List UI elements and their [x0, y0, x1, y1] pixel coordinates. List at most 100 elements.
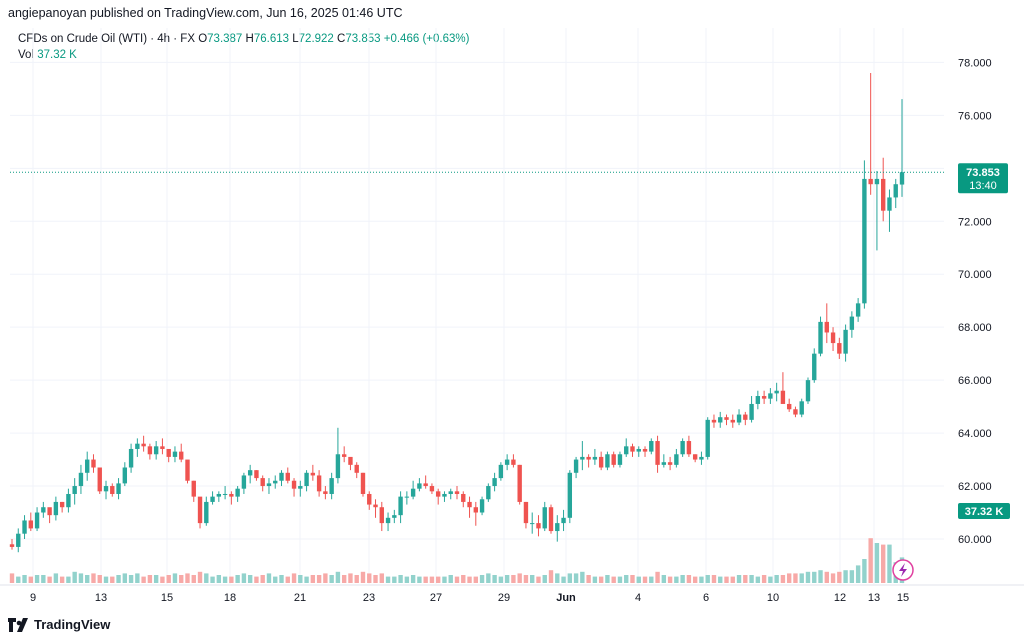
candle-body — [323, 491, 328, 494]
volume-bar — [567, 573, 573, 583]
volume-bar — [786, 573, 792, 583]
candle — [34, 507, 40, 532]
volume-bar — [730, 576, 735, 583]
candle — [592, 448, 598, 465]
candle — [774, 382, 779, 402]
candle — [692, 454, 698, 463]
candle — [72, 478, 77, 505]
symbol-name[interactable]: CFDs on Crude Oil (WTI) · 4h · FX — [18, 33, 195, 45]
candle — [636, 446, 641, 457]
volume-bar — [699, 576, 704, 583]
volume-bar — [642, 576, 648, 583]
volume-bar — [580, 571, 585, 583]
candle — [316, 470, 322, 497]
y-tick-label: 70.000 — [958, 269, 992, 281]
candle — [360, 472, 366, 497]
y-tick-label: 76.000 — [958, 110, 992, 122]
lightning-icon[interactable] — [892, 559, 914, 581]
candle — [479, 496, 485, 516]
candle — [881, 157, 886, 222]
candle-body — [511, 459, 516, 465]
y-tick-label: 68.000 — [958, 322, 992, 334]
candle-body — [398, 496, 403, 516]
candle — [467, 496, 472, 518]
volume-bar — [479, 575, 485, 583]
candle-body — [749, 403, 754, 420]
candle-body — [379, 507, 384, 524]
candle-body — [41, 507, 46, 513]
candle — [718, 411, 723, 428]
volume-bar — [548, 570, 554, 583]
volume-bar — [323, 573, 328, 583]
candle — [542, 501, 547, 532]
candle-body — [743, 414, 748, 420]
x-tick-label: 21 — [294, 592, 306, 604]
candle-body — [567, 472, 573, 518]
candle — [141, 435, 146, 452]
volume-bar — [881, 544, 886, 583]
volume-label[interactable]: Vol — [18, 49, 34, 61]
candle — [674, 448, 679, 468]
candle-body — [692, 454, 698, 460]
volume-bar — [279, 575, 284, 583]
candle — [298, 480, 303, 497]
open-label: O — [198, 33, 208, 45]
volume-bar — [404, 576, 410, 583]
candle-body — [316, 475, 322, 492]
candle — [837, 337, 842, 359]
y-tick-label: 64.000 — [958, 428, 992, 440]
candle-body — [849, 316, 855, 330]
candle-body — [266, 483, 272, 487]
candle — [103, 480, 109, 500]
volume-bar — [448, 575, 453, 583]
volume-bar — [210, 576, 215, 583]
volume-bar — [392, 576, 397, 583]
volume-bar — [47, 576, 52, 583]
candle — [611, 451, 616, 468]
volume-bar — [122, 573, 128, 583]
candle — [843, 324, 848, 362]
candle — [642, 446, 648, 457]
candle — [812, 348, 817, 383]
volume-badge-value: 37.32 K — [965, 506, 1004, 518]
candle-body — [592, 456, 598, 460]
volume-bar — [141, 576, 146, 583]
volume-bar — [874, 543, 880, 583]
candle — [561, 509, 566, 532]
candle-body — [254, 470, 259, 479]
candle-body — [699, 456, 704, 460]
footer-brand[interactable]: TradingView — [8, 617, 110, 632]
candle — [235, 486, 240, 502]
volume-bar — [436, 576, 441, 583]
candle — [9, 538, 15, 550]
candle-body — [649, 441, 654, 452]
volume-value: 37.32 K — [37, 49, 77, 61]
candle — [222, 486, 228, 500]
candle-body — [768, 393, 773, 399]
candle-body — [624, 446, 629, 455]
x-tick-label: 6 — [703, 592, 709, 604]
candle — [429, 483, 435, 494]
candle-body — [128, 448, 134, 468]
candle-body — [881, 178, 886, 211]
volume-bar — [705, 575, 710, 583]
close-label: C — [337, 33, 346, 45]
volume-bar — [204, 573, 209, 583]
candle — [492, 472, 497, 492]
candle-body — [436, 491, 441, 497]
candle — [899, 99, 905, 197]
candle-body — [260, 478, 265, 487]
candle — [511, 454, 516, 468]
candle-body — [197, 496, 203, 524]
candle — [354, 462, 359, 479]
volume-bar — [830, 573, 836, 583]
candle-body — [341, 454, 347, 457]
candle — [530, 512, 535, 534]
candle-body — [586, 456, 591, 460]
candle — [348, 456, 353, 471]
volume-bar — [22, 575, 27, 583]
volume-bar — [229, 576, 234, 583]
volume-bar — [774, 575, 779, 583]
volume-bar — [517, 573, 522, 583]
